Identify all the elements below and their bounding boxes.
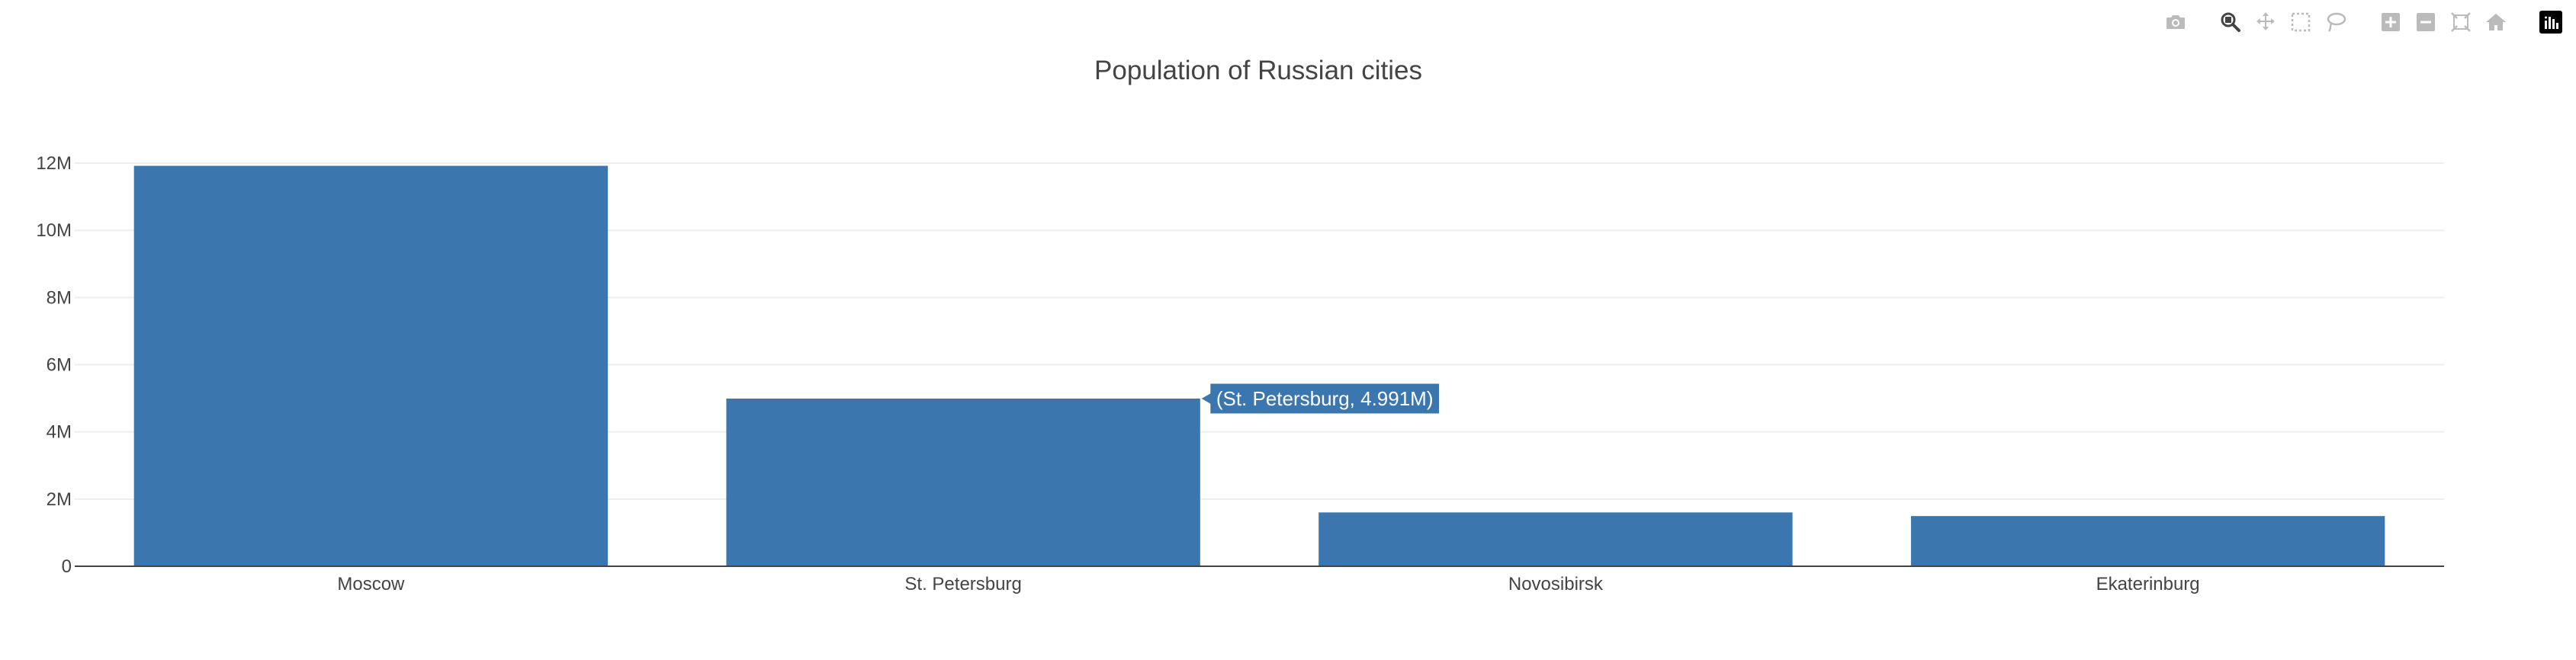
camera-button[interactable] (2158, 8, 2193, 37)
y-tick-label: 0 (62, 556, 72, 577)
axes: 0 2M 4M 6M 8M 10M 12M Moscow St. Petersburg Novos… (36, 153, 2444, 594)
camera-icon (2166, 15, 2185, 29)
x-tick-label: Ekaterinburg (2096, 574, 2200, 594)
y-tick-label: 6M (47, 355, 72, 376)
plotly-logo-icon (2539, 11, 2562, 34)
tooltip-box (1200, 383, 1441, 415)
bar[interactable] (133, 165, 609, 566)
chart-title: Population of Russian cities (1094, 56, 1422, 85)
lasso-select-icon (2327, 12, 2346, 32)
pan-button[interactable] (2248, 8, 2283, 37)
reset-axes-icon (2486, 14, 2506, 30)
y-tick-label: 2M (47, 489, 72, 510)
x-tick-label: St. Petersburg (904, 574, 1021, 594)
y-tick-label: 4M (47, 422, 72, 443)
zoom-out-button[interactable] (2408, 8, 2443, 37)
zoom-in-icon (2382, 13, 2400, 31)
y-tick-label: 8M (47, 287, 72, 308)
autoscale-button[interactable] (2443, 8, 2478, 37)
modebar-group (2158, 8, 2193, 37)
autoscale-icon (2451, 12, 2471, 32)
reset-axes-button[interactable] (2478, 8, 2513, 37)
bar[interactable] (1319, 512, 1793, 566)
x-tick-label: Novosibirsk (1508, 574, 1604, 594)
plotly-logo-button[interactable] (2533, 8, 2568, 37)
hover-tooltip: (St. Petersburg, 4.991M) (1200, 383, 1441, 415)
bars (133, 165, 2385, 566)
y-tick-label: 12M (36, 153, 72, 174)
y-tick-label: 10M (36, 220, 72, 241)
tooltip-text: (St. Petersburg, 4.991M) (1216, 387, 1434, 410)
zoom-icon (2221, 12, 2240, 32)
modebar-group (2373, 8, 2513, 37)
modebar (2138, 8, 2568, 37)
box-select-button[interactable] (2283, 8, 2318, 37)
pan-icon (2256, 12, 2275, 30)
lasso-select-button[interactable] (2318, 8, 2353, 37)
x-tick-label: Moscow (337, 574, 405, 594)
box-select-icon (2291, 12, 2311, 32)
bar[interactable] (726, 398, 1200, 566)
zoom-out-icon (2417, 13, 2435, 31)
zoom-in-button[interactable] (2373, 8, 2408, 37)
zoom-button[interactable] (2213, 8, 2248, 37)
modebar-group (2213, 8, 2353, 37)
modebar-group (2533, 8, 2568, 37)
hover-layer: (St. Petersburg, 4.991M) (1200, 383, 1441, 415)
bar[interactable] (1910, 516, 2385, 566)
